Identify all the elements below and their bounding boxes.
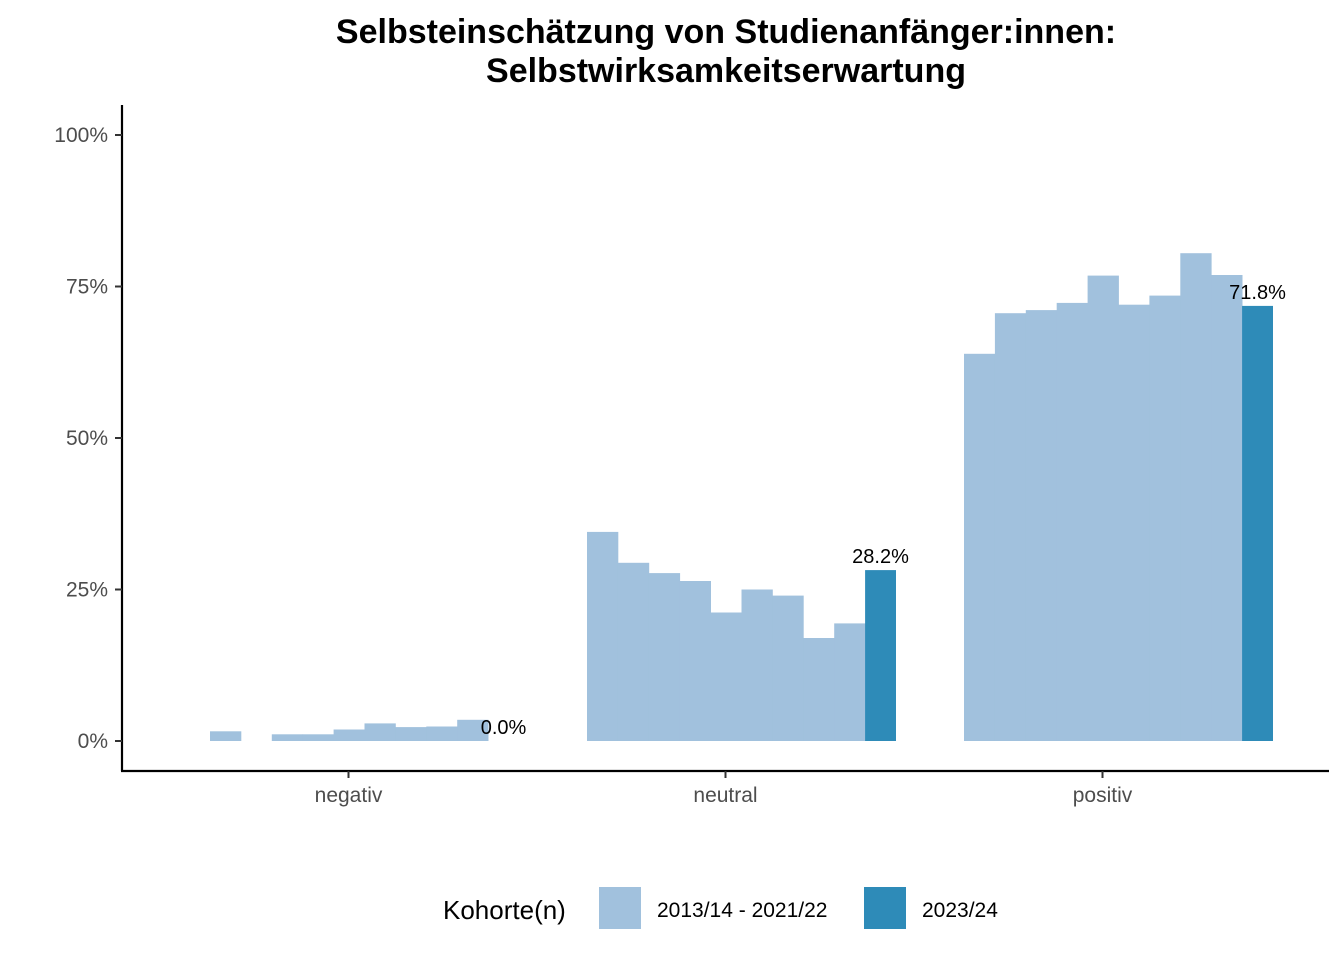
data-label-neutral: 28.2% (852, 546, 909, 568)
bar-negativ-cohort-5 (333, 729, 365, 741)
bar-neutral-cohort-3 (648, 573, 681, 741)
chart-title-line-2: Selbstwirksamkeitserwartung (486, 52, 966, 90)
x-tick-label-negativ: negativ (315, 784, 383, 807)
bar-negativ-cohort-9 (457, 719, 489, 741)
bars-layer (210, 253, 1273, 741)
bar-positiv-cohort-7 (1149, 295, 1181, 741)
legend-label-historic: 2013/14 - 2021/22 (657, 899, 827, 922)
x-tick-label-neutral: neutral (693, 784, 757, 807)
bar-neutral-cohort-9 (834, 623, 866, 741)
chart-title-line-1: Selbsteinschätzung von Studienanfänger:i… (336, 13, 1116, 51)
bar-neutral-cohort-1 (587, 531, 619, 741)
legend-label-current: 2023/24 (922, 899, 998, 922)
y-tick-label-0: 0% (78, 730, 108, 753)
bar-negativ-cohort-7 (395, 727, 427, 741)
bar-neutral-current (865, 570, 896, 741)
bar-positiv-cohort-4 (1056, 302, 1088, 741)
bar-neutral-cohort-6 (741, 589, 773, 741)
bar-positiv-current (1242, 305, 1273, 741)
data-label-positiv: 71.8% (1229, 282, 1286, 304)
bar-positiv-cohort-2 (994, 313, 1027, 741)
data-labels-layer: 0.0% 28.2% 71.8% (481, 282, 1286, 739)
y-tick-label-2: 50% (66, 427, 108, 450)
x-tick-label-positiv: positiv (1073, 784, 1133, 807)
data-label-negativ: 0.0% (481, 717, 527, 739)
bar-positiv-cohort-9 (1211, 275, 1243, 741)
legend-swatch-current (864, 887, 906, 929)
bar-neutral-cohort-8 (803, 638, 835, 741)
bar-negativ-cohort-8 (426, 726, 458, 741)
bar-neutral-cohort-4 (679, 581, 711, 741)
x-axis-ticks: negativ neutral positiv (315, 771, 1133, 807)
bar-positiv-cohort-8 (1180, 253, 1212, 741)
bar-positiv-cohort-6 (1118, 304, 1150, 741)
bar-neutral-cohort-2 (617, 562, 650, 741)
bar-positiv-cohort-1 (964, 353, 996, 741)
legend: Kohorte(n) 2013/14 - 2021/22 2023/24 (443, 887, 998, 929)
bar-positiv-cohort-5 (1087, 275, 1119, 741)
bar-positiv-cohort-3 (1025, 310, 1058, 741)
bar-neutral-cohort-5 (710, 612, 742, 741)
y-tick-label-1: 25% (66, 579, 108, 602)
bar-negativ-cohort-6 (364, 723, 396, 741)
legend-title: Kohorte(n) (443, 895, 566, 925)
bar-negativ-cohort-1 (210, 731, 242, 741)
y-axis-ticks: 0% 25% 50% 75% 100% (54, 124, 122, 753)
bar-neutral-cohort-7 (772, 595, 804, 741)
legend-swatch-historic (599, 887, 641, 929)
bar-negativ-cohort-4 (302, 734, 334, 741)
bar-negativ-cohort-3 (271, 734, 304, 741)
y-tick-label-3: 75% (66, 276, 108, 299)
y-tick-label-4: 100% (54, 124, 108, 147)
